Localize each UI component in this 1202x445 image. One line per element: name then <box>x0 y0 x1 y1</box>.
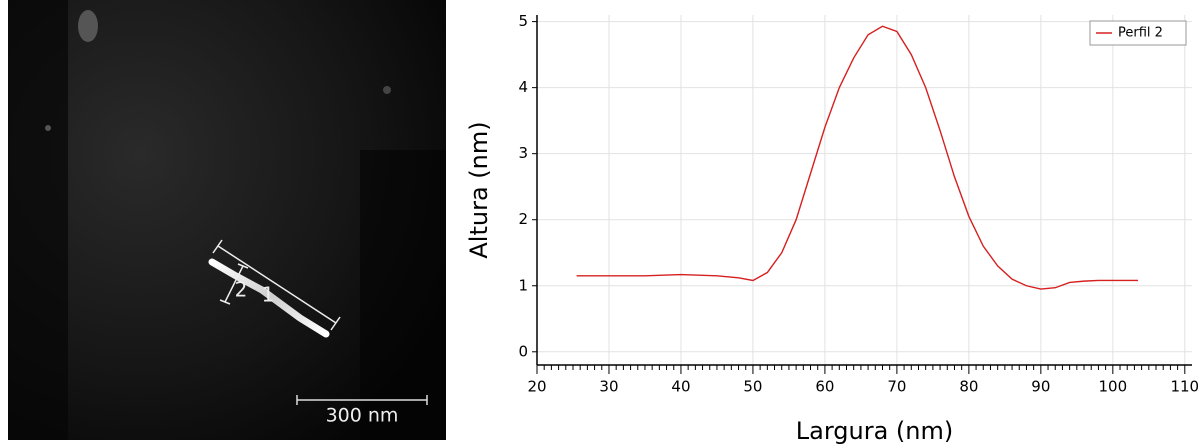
afm-particle <box>78 10 98 42</box>
afm-particle <box>45 125 51 131</box>
x-tick-label: 80 <box>959 378 978 396</box>
x-tick-label: 40 <box>671 378 690 396</box>
profile-label: 1 <box>262 283 275 307</box>
scale-bar-label: 300 nm <box>326 405 399 427</box>
y-tick-label: 5 <box>518 12 528 30</box>
profile-label: 2 <box>235 278 248 302</box>
x-tick-label: 100 <box>1099 378 1128 396</box>
afm-nanostructure <box>208 258 330 338</box>
afm-shadow <box>8 0 68 440</box>
y-tick-label: 2 <box>518 210 528 228</box>
x-tick-label: 70 <box>887 378 906 396</box>
y-tick-label: 3 <box>518 144 528 162</box>
scale-bar <box>296 395 428 405</box>
data-line <box>576 25 1139 290</box>
afm-image: 1 2 300 nm <box>8 0 446 440</box>
x-axis-title: Largura (nm) <box>796 417 954 445</box>
y-tick-label: 4 <box>518 78 528 96</box>
x-tick-label: 110 <box>1170 378 1199 396</box>
y-axis-title: Altura (nm) <box>465 121 493 258</box>
x-tick-label: 50 <box>743 378 762 396</box>
x-tick-label: 20 <box>527 378 546 396</box>
x-tick-label: 60 <box>815 378 834 396</box>
x-tick-label: 90 <box>1031 378 1050 396</box>
chart: 0 1 2 3 4 5 20 30 40 50 60 70 80 90 100 110 Largura (nm)… <box>465 12 1199 445</box>
profile-lines <box>212 239 341 331</box>
afm-shadow <box>360 150 446 440</box>
legend-label: Perfil 2 <box>1118 26 1163 41</box>
x-tick-label: 30 <box>599 378 618 396</box>
afm-particle <box>383 86 391 94</box>
y-tick-label: 0 <box>518 342 528 360</box>
y-tick-label: 1 <box>518 276 528 294</box>
